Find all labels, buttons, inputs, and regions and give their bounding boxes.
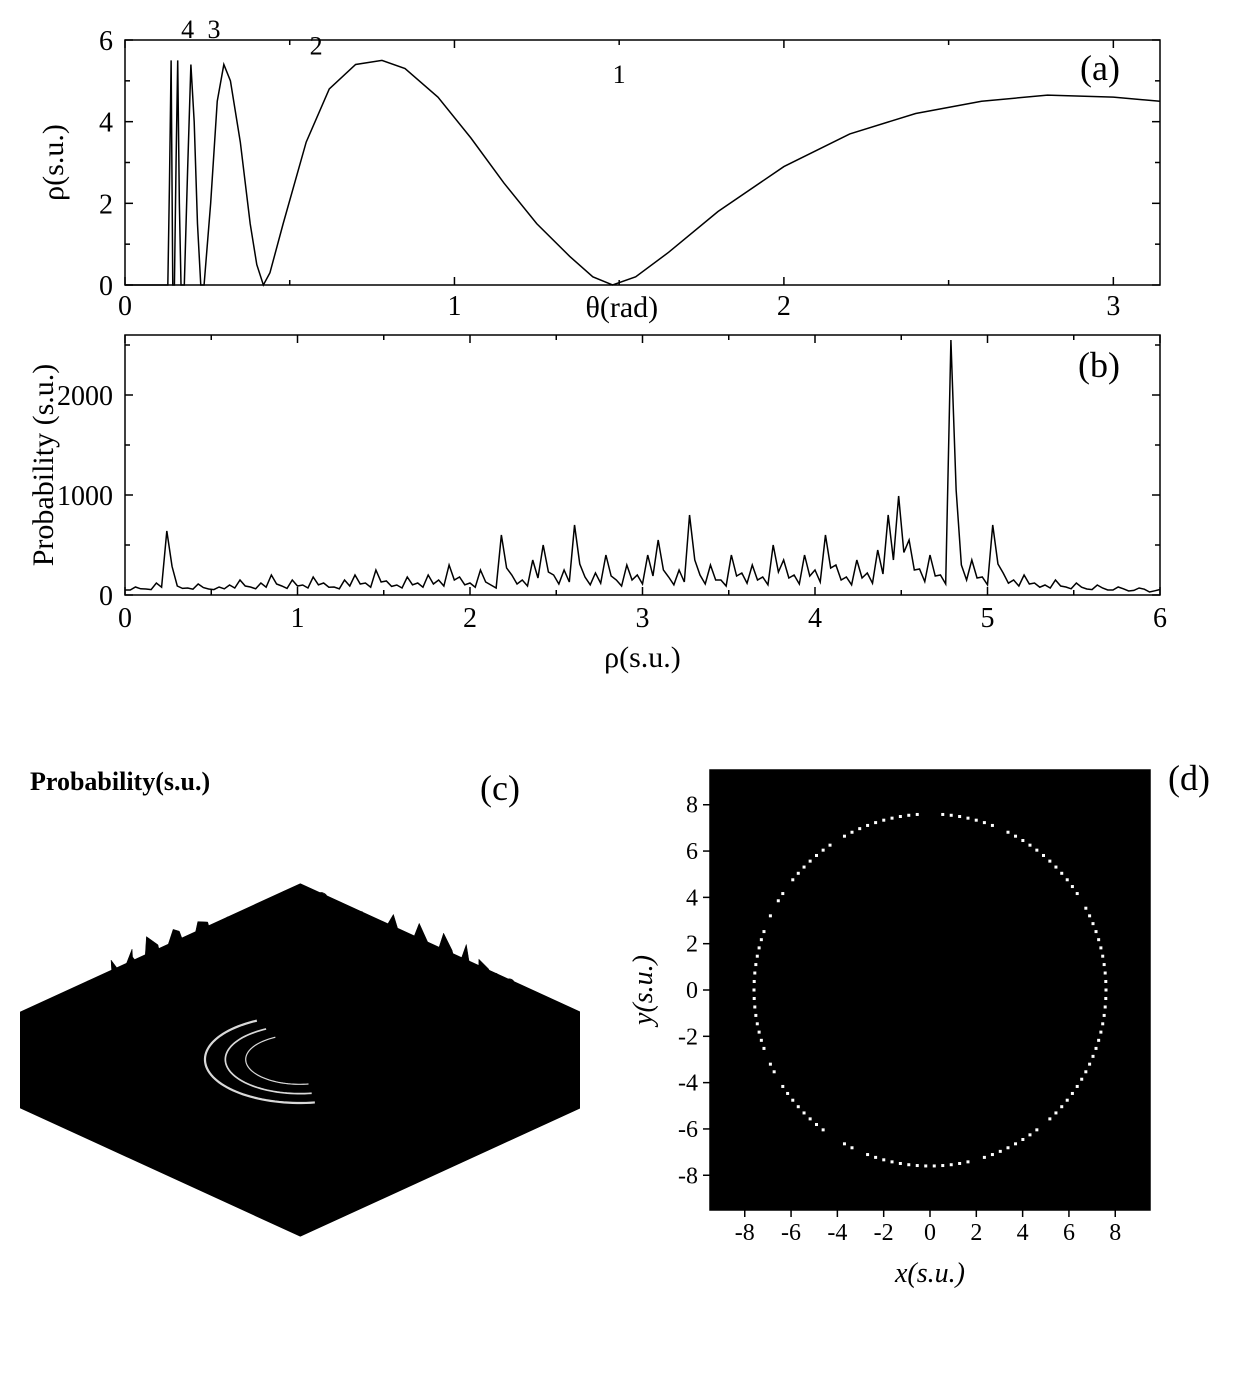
panel-c-label: (c) <box>480 768 520 808</box>
svg-text:6: 6 <box>1153 603 1167 634</box>
figure-multi-panel: 02460123θ(rad)ρ(s.u.)1234(a) 01000200001… <box>20 20 1220 1305</box>
panel-a-label: (a) <box>1080 48 1120 88</box>
svg-text:2: 2 <box>99 189 113 220</box>
panel-b: 0 1000 2000 0 1 2 3 4 5 6 ρ(s.u.) Probability (s.u.… <box>20 315 1220 690</box>
svg-text:6: 6 <box>99 26 113 57</box>
svg-text:2000: 2000 <box>57 381 113 412</box>
svg-text:4: 4 <box>808 603 822 634</box>
svg-text:ρ(s.u.): ρ(s.u.) <box>37 124 70 201</box>
panel-b-svg: 0 1000 2000 0 1 2 3 4 5 6 ρ(s.u.) Probability (s.u.… <box>20 315 1200 685</box>
svg-text:6: 6 <box>1063 1220 1075 1246</box>
svg-text:-4: -4 <box>827 1220 847 1246</box>
svg-text:-6: -6 <box>678 1117 698 1143</box>
svg-text:-2: -2 <box>678 1024 698 1050</box>
panel-c: -8-4048-8-4048x(s.u.)y(s.u.)Probability(… <box>20 750 600 1255</box>
svg-text:3: 3 <box>207 20 220 44</box>
panel-c-svg: -8-4048-8-4048x(s.u.)y(s.u.)Probability(… <box>20 750 580 1250</box>
svg-text:Probability (s.u.): Probability (s.u.) <box>27 364 60 567</box>
panel-a-svg: 02460123θ(rad)ρ(s.u.)1234(a) <box>20 20 1200 340</box>
svg-text:0: 0 <box>924 1220 936 1246</box>
svg-text:0: 0 <box>118 603 132 634</box>
svg-text:2: 2 <box>970 1220 982 1246</box>
panel-d: -8 -6 -4 -2 0 2 4 6 8 -8 -6 -4 -2 0 2 4 6 8 x(s.u.) y(s.u.)… <box>620 750 1220 1305</box>
svg-text:4: 4 <box>1017 1220 1029 1246</box>
svg-text:2: 2 <box>686 932 698 958</box>
svg-text:y(s.u.): y(s.u.) <box>628 955 659 1028</box>
svg-text:5: 5 <box>981 603 995 634</box>
panel-d-label: (d) <box>1168 758 1210 798</box>
svg-text:3: 3 <box>636 603 650 634</box>
svg-text:4: 4 <box>686 885 698 911</box>
svg-text:8: 8 <box>686 793 698 819</box>
svg-text:-8: -8 <box>735 1220 755 1246</box>
svg-text:4: 4 <box>99 108 113 139</box>
svg-text:4: 4 <box>181 20 194 44</box>
panel-b-label: (b) <box>1078 345 1120 385</box>
svg-text:ρ(s.u.): ρ(s.u.) <box>604 641 681 674</box>
panel-d-svg: -8 -6 -4 -2 0 2 4 6 8 -8 -6 -4 -2 0 2 4 6 8 x(s.u.) y(s.u.)… <box>620 750 1220 1300</box>
svg-text:Probability(s.u.): Probability(s.u.) <box>30 767 210 796</box>
svg-text:x(s.u.): x(s.u.) <box>894 1258 965 1289</box>
svg-text:8: 8 <box>1109 1220 1121 1246</box>
svg-text:2: 2 <box>310 31 323 60</box>
svg-text:0: 0 <box>686 978 698 1004</box>
svg-text:-2: -2 <box>874 1220 894 1246</box>
svg-text:1000: 1000 <box>57 481 113 512</box>
svg-text:6: 6 <box>686 839 698 865</box>
svg-text:1: 1 <box>291 603 305 634</box>
svg-text:-6: -6 <box>781 1220 801 1246</box>
svg-text:-8: -8 <box>678 1163 698 1189</box>
panel-a: 02460123θ(rad)ρ(s.u.)1234(a) <box>20 20 1220 345</box>
svg-text:0: 0 <box>99 271 113 302</box>
svg-text:2: 2 <box>463 603 477 634</box>
svg-text:-4: -4 <box>678 1071 698 1097</box>
svg-text:0: 0 <box>99 581 113 612</box>
svg-text:1: 1 <box>613 60 626 89</box>
